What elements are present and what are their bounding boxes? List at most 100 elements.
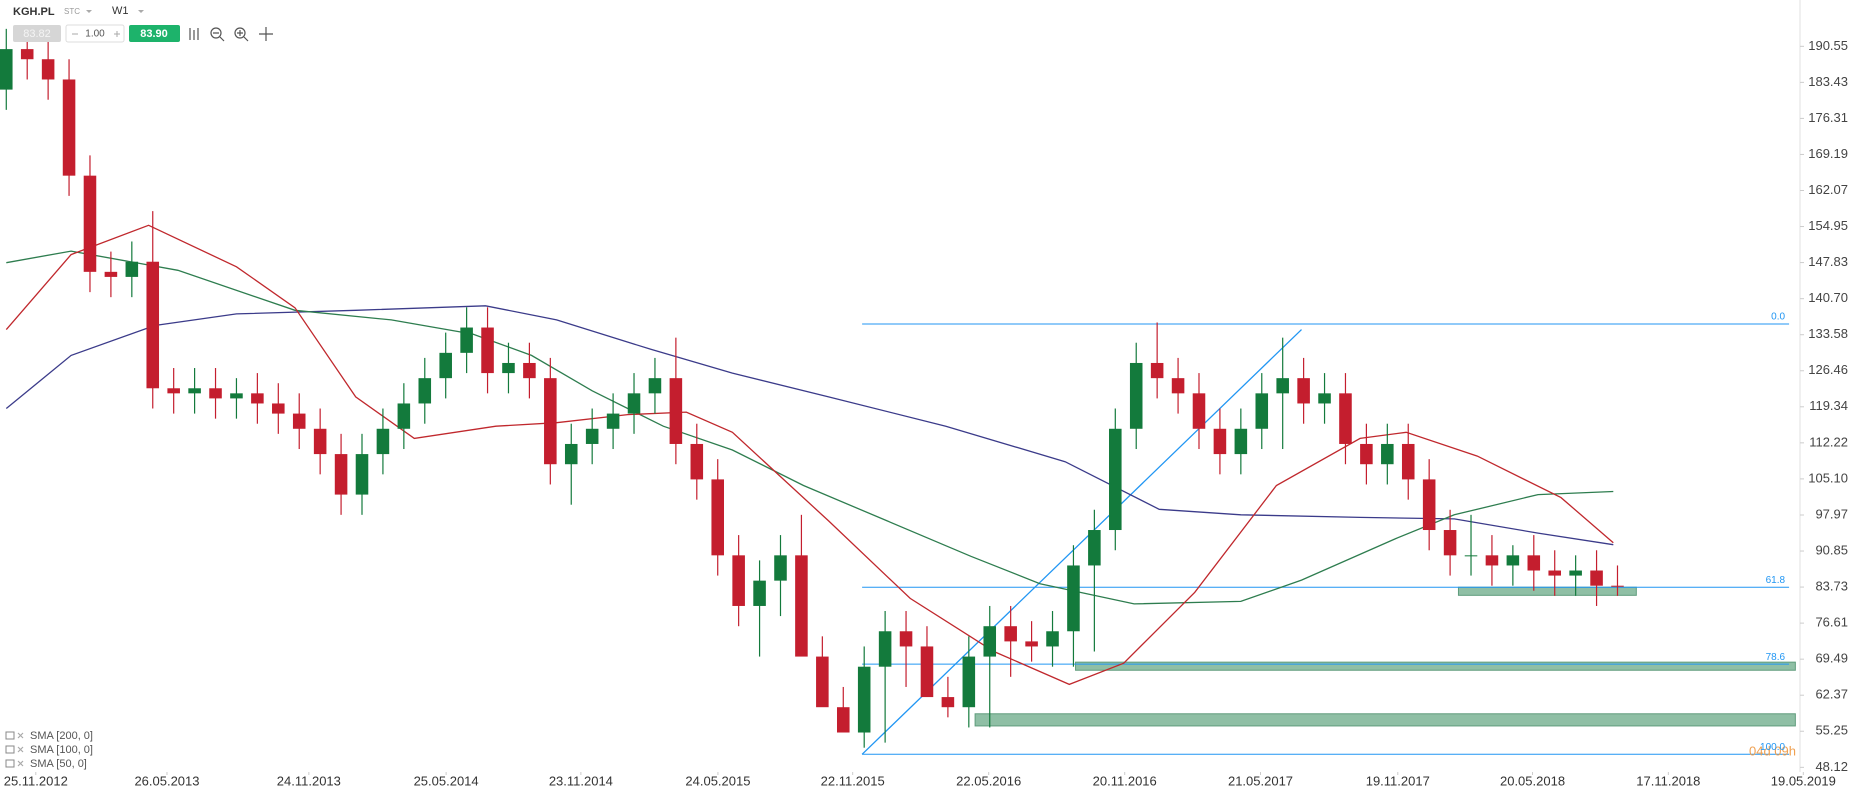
candle-body <box>1381 443 1394 465</box>
x-tick-label: 24.05.2015 <box>685 773 750 788</box>
y-tick-label: 97.97 <box>1815 506 1848 521</box>
legend-close[interactable] <box>17 746 24 753</box>
candle-body <box>774 555 787 581</box>
x-tick-label: 19.05.2019 <box>1771 773 1836 788</box>
x-tick-label: 22.05.2016 <box>956 773 1021 788</box>
candle-body <box>941 697 955 708</box>
legend-close[interactable] <box>17 760 24 767</box>
candle-body <box>167 388 180 394</box>
plus-icon[interactable] <box>114 31 120 37</box>
candle-body <box>1569 570 1582 576</box>
candle-body <box>836 707 850 733</box>
candle-body <box>1485 555 1499 566</box>
candle-body <box>585 428 599 444</box>
candle-body <box>1004 626 1017 642</box>
legend-entry: SMA [200, 0] <box>30 730 93 742</box>
fib-label: 61.8 <box>1766 575 1786 586</box>
y-tick-label: 62.37 <box>1815 687 1848 702</box>
volume-box[interactable] <box>65 24 125 43</box>
y-tick-label: 83.73 <box>1815 579 1848 594</box>
candle-body <box>690 443 704 480</box>
y-tick-label: 140.70 <box>1808 290 1848 305</box>
legend-icon <box>5 731 15 740</box>
sma-line <box>5 224 1614 686</box>
countdown: 04d 09h <box>1749 743 1796 758</box>
label-layer: 0.0 61.8 78.6 100.0 190.55 183.43 176.31 169.19… <box>4 38 1848 789</box>
candle-body <box>983 626 997 657</box>
sma-line <box>5 305 1614 546</box>
candle-body <box>816 656 829 708</box>
y-tick-label: 169.19 <box>1808 146 1848 161</box>
candle-body <box>795 555 808 657</box>
dropdown-arrow[interactable] <box>138 10 144 13</box>
candle-body <box>1422 479 1436 531</box>
candle-body <box>1276 378 1289 394</box>
symbol[interactable]: KGH.PL <box>13 6 55 18</box>
candle-body <box>1360 443 1373 465</box>
bid-box[interactable] <box>13 25 61 42</box>
candle-body <box>1339 393 1352 444</box>
candle-body <box>0 49 13 90</box>
x-tick-label: 24.11.2013 <box>277 773 341 788</box>
candle-body <box>251 393 264 404</box>
candle-body <box>146 261 160 389</box>
y-tick-label: 90.85 <box>1815 542 1848 557</box>
candle-body <box>523 362 536 379</box>
y-tick-label: 183.43 <box>1808 74 1848 89</box>
candle-body <box>1297 378 1310 404</box>
candle-body <box>1506 555 1520 566</box>
candle-body <box>732 555 745 606</box>
x-tick-label: 17.11.2018 <box>1636 773 1700 788</box>
support-zone <box>1457 586 1637 596</box>
move-icon[interactable] <box>259 27 273 41</box>
candle-body <box>334 454 348 495</box>
candle-body <box>544 378 557 465</box>
candle-body <box>753 580 766 606</box>
zoom-out-icon[interactable] <box>210 27 222 39</box>
candle-body <box>1046 631 1059 647</box>
toolbar-icons <box>189 27 273 42</box>
candle-body <box>1590 570 1603 586</box>
interval[interactable]: W1 <box>112 5 129 17</box>
support-zone <box>974 713 1796 727</box>
legend-icon <box>5 759 15 768</box>
dropdown-arrow[interactable] <box>86 10 92 13</box>
x-tick-label: 23.11.2014 <box>549 773 613 788</box>
candle-body <box>962 656 976 708</box>
candle-body <box>125 261 139 277</box>
legend-close[interactable] <box>17 732 24 739</box>
candle-body <box>564 443 578 465</box>
y-tick-label: 126.46 <box>1808 362 1848 377</box>
candle-body <box>439 352 452 379</box>
y-tick-label: 190.55 <box>1808 38 1848 53</box>
x-tick-label: 22.11.2015 <box>821 773 885 788</box>
y-tick-label: 176.31 <box>1808 110 1848 125</box>
candle-icon[interactable] <box>189 28 199 40</box>
candle-body <box>857 666 871 733</box>
x-tick-label: 20.11.2016 <box>1093 773 1157 788</box>
trend-line <box>861 329 1302 755</box>
candle-body <box>1401 443 1415 480</box>
candle-body <box>355 454 369 495</box>
x-tick-label: 25.11.2012 <box>4 773 68 788</box>
ask-box[interactable] <box>129 25 180 42</box>
y-tick-label: 76.61 <box>1815 615 1848 630</box>
volume: 1.00 <box>85 29 105 40</box>
candle-body <box>272 403 285 414</box>
y-tick-label: 154.95 <box>1808 218 1848 233</box>
y-tick-label: 147.83 <box>1808 254 1848 269</box>
candle-body <box>20 49 34 60</box>
x-tick-label: 25.05.2014 <box>414 773 479 788</box>
y-tick-label: 105.10 <box>1808 470 1848 485</box>
candle-body <box>1255 393 1269 429</box>
y-tick-label: 133.58 <box>1808 326 1848 341</box>
y-tick-label: 162.07 <box>1808 182 1848 197</box>
y-tick-label: 69.49 <box>1815 651 1848 666</box>
candle-body <box>648 378 662 394</box>
y-tick-label: 119.34 <box>1809 398 1848 413</box>
zoom-in-icon[interactable] <box>234 27 246 39</box>
candle-body <box>1150 362 1164 379</box>
legend-icon <box>5 745 15 754</box>
